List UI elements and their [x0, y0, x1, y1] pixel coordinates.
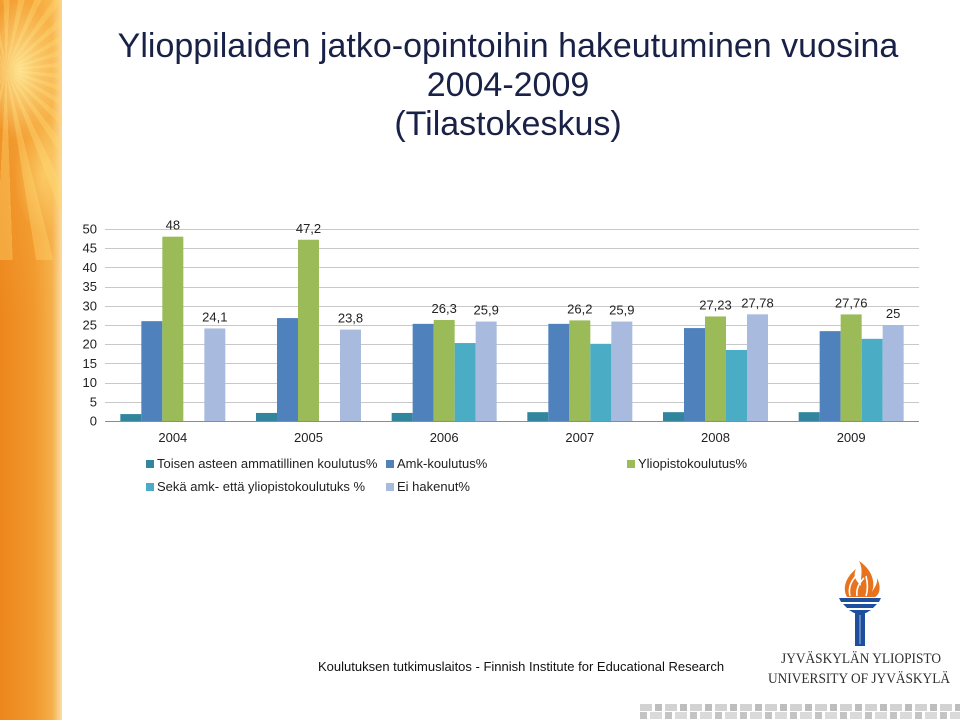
bar-university-2009 — [840, 314, 862, 421]
legend-item-amk: Amk-koulutus% — [386, 456, 487, 472]
legend-label: Ei hakenut% — [397, 479, 470, 494]
bar-vocational-2007 — [527, 412, 549, 421]
bar-amk-2005 — [277, 318, 298, 421]
bar-university-2006 — [433, 320, 455, 421]
decorative-bottom-pattern — [640, 712, 960, 719]
bar-amk-2009 — [819, 331, 841, 421]
torch-icon — [839, 561, 881, 646]
y-tick-label: 20 — [83, 337, 97, 352]
bar-amk-2007 — [548, 323, 570, 421]
bar-not-applied-2006 — [475, 321, 497, 421]
y-tick-label: 35 — [83, 279, 97, 294]
y-tick-label: 25 — [83, 318, 97, 333]
x-tick-label: 2004 — [158, 430, 187, 445]
data-label: 27,23 — [699, 297, 732, 312]
data-label: 26,3 — [432, 301, 457, 316]
bar-chart: 0 5 10 15 20 25 30 35 40 45 50 2004 2005 2006 2007 2008… — [83, 218, 919, 445]
bar-vocational-2004 — [120, 414, 142, 421]
legend-item-not-applied: Ei hakenut% — [386, 479, 470, 495]
bar-university-2004 — [162, 236, 184, 421]
data-label: 47,2 — [296, 221, 321, 236]
legend-item-university: Yliopistokoulutus% — [627, 456, 747, 472]
y-tick-label: 30 — [83, 298, 97, 313]
footer-institute-name: Koulutuksen tutkimuslaitos - Finnish Ins… — [318, 659, 725, 674]
bar-vocational-2006 — [391, 412, 413, 421]
y-tick-label: 10 — [83, 375, 97, 390]
legend-swatch — [627, 460, 635, 468]
legend-swatch — [386, 460, 394, 468]
bar-amk-and-university-2007 — [590, 343, 612, 421]
legend-label: Yliopistokoulutus% — [638, 456, 748, 471]
bar-amk-and-university-2009 — [861, 338, 883, 421]
legend-item-amk-and-university: Sekä amk- että yliopistokoulutuks % — [146, 479, 365, 495]
data-label: 27,78 — [741, 295, 774, 310]
bar-university-2008 — [705, 316, 726, 421]
bar-vocational-2009 — [798, 412, 820, 421]
x-tick-label: 2006 — [430, 430, 459, 445]
data-label: 25,9 — [609, 303, 634, 318]
decorative-side-strip — [0, 0, 62, 720]
logo-text-english: UNIVERSITY OF JYVÄSKYLÄ — [768, 670, 950, 687]
data-label: 25 — [886, 306, 900, 321]
bar-not-applied-2007 — [611, 321, 633, 421]
legend-label: Sekä amk- että yliopistokoulutuks % — [157, 479, 366, 494]
x-tick-label: 2007 — [565, 430, 594, 445]
bar-vocational-2005 — [256, 412, 277, 421]
y-tick-label: 50 — [83, 222, 97, 237]
x-tick-label: 2009 — [837, 430, 866, 445]
data-label: 25,9 — [474, 303, 499, 318]
data-label: 23,8 — [338, 311, 363, 326]
slide-title: Ylioppilaiden jatko-opintoihin hakeutumi… — [117, 27, 899, 143]
bar-vocational-2008 — [663, 412, 684, 421]
bar-amk-and-university-2006 — [454, 343, 476, 421]
university-logo: JYVÄSKYLÄN YLIOPISTO UNIVERSITY OF JYVÄS… — [768, 561, 950, 687]
y-tick-label: 5 — [90, 394, 97, 409]
decorative-bottom-pattern — [640, 704, 960, 711]
bar-amk-and-university-2008 — [726, 349, 747, 421]
logo-text-finnish: JYVÄSKYLÄN YLIOPISTO — [781, 650, 941, 667]
bar-amk-2006 — [412, 323, 434, 421]
legend-item-vocational: Toisen asteen ammatillinen koulutus% — [146, 456, 377, 472]
x-tick-label: 2005 — [294, 430, 323, 445]
data-label: 27,76 — [835, 295, 868, 310]
legend-swatch — [146, 460, 154, 468]
data-label: 24,1 — [202, 309, 227, 324]
bar-not-applied-2008 — [747, 314, 768, 421]
legend-label: Toisen asteen ammatillinen koulutus% — [157, 456, 378, 471]
legend-swatch — [386, 483, 394, 491]
y-tick-label: 45 — [83, 241, 97, 256]
data-label: 48 — [166, 218, 180, 233]
data-label: 26,2 — [567, 301, 592, 316]
bar-not-applied-2005 — [340, 329, 361, 421]
bar-university-2007 — [569, 320, 591, 421]
bar-university-2005 — [298, 239, 319, 421]
x-tick-label: 2008 — [701, 430, 730, 445]
bar-not-applied-2009 — [882, 325, 904, 421]
bar-amk-2008 — [684, 328, 705, 421]
y-tick-label: 0 — [90, 414, 97, 429]
y-tick-label: 40 — [83, 260, 97, 275]
bar-amk-2004 — [141, 321, 163, 421]
y-tick-label: 15 — [83, 356, 97, 371]
legend-label: Amk-koulutus% — [397, 456, 488, 471]
bar-not-applied-2004 — [204, 328, 226, 421]
legend-swatch — [146, 483, 154, 491]
